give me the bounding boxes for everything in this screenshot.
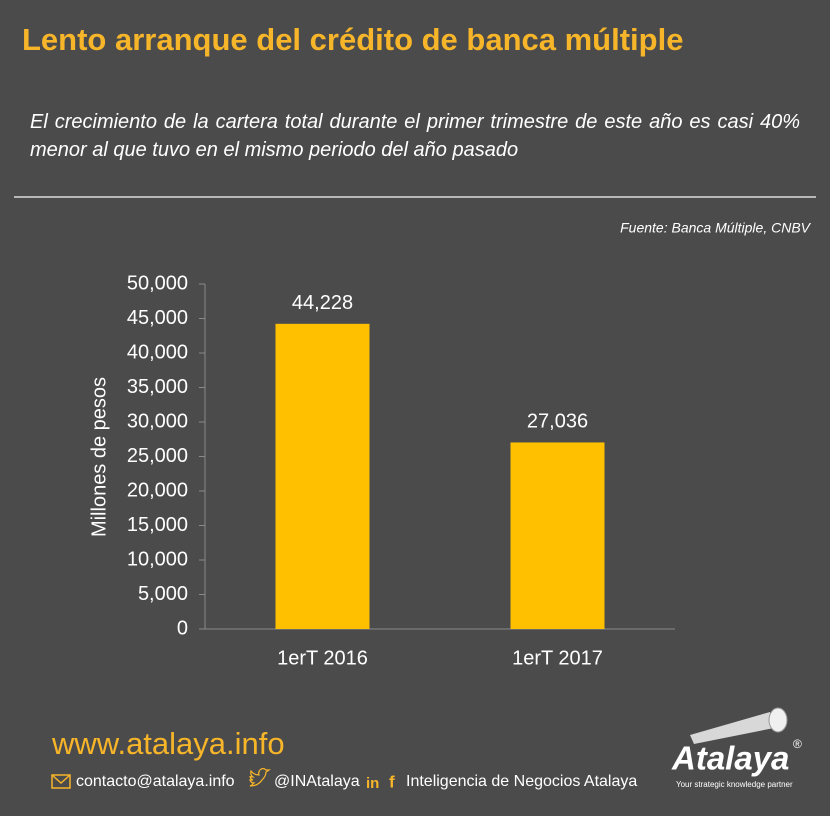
logo-name: Atalaya	[671, 740, 789, 777]
website: www.atalaya.info	[51, 726, 285, 761]
bar	[510, 442, 605, 629]
y-tick-label: 15,000	[127, 514, 188, 536]
y-tick-label: 40,000	[127, 341, 188, 363]
x-tick-label: 1erT 2016	[277, 647, 368, 669]
y-tick-label: 35,000	[127, 376, 188, 398]
logo-icon	[690, 707, 788, 744]
y-tick-label: 20,000	[127, 479, 188, 501]
linkedin-icon: in	[366, 775, 379, 792]
y-tick-label: 5,000	[138, 583, 188, 605]
email-icon	[51, 774, 71, 789]
bar	[275, 323, 370, 629]
data-label: 44,228	[292, 292, 353, 314]
x-tick-label: 1erT 2017	[512, 647, 603, 669]
logo-mark: ®	[793, 737, 802, 751]
facebook-icon: f	[389, 772, 395, 791]
company: Inteligencia de Negocios Atalaya	[406, 773, 637, 790]
chart-subtitle: El crecimiento de la cartera total duran…	[30, 111, 800, 161]
y-tick-label: 50,000	[127, 272, 188, 294]
twitter-icon	[249, 767, 271, 787]
twitter: @INAtalaya	[274, 773, 360, 790]
logo-tagline: Your strategic knowledge partner	[676, 780, 793, 789]
data-label: 27,036	[527, 411, 588, 433]
y-tick-label: 30,000	[127, 410, 188, 432]
source: Fuente: Banca Múltiple, CNBV	[620, 220, 812, 236]
y-tick-label: 0	[177, 617, 188, 639]
y-tick-label: 25,000	[127, 445, 188, 467]
y-tick-label: 10,000	[127, 548, 188, 570]
y-axis-label: Millones de pesos	[88, 377, 110, 537]
y-tick-label: 45,000	[127, 307, 188, 329]
chart-title: Lento arranque del crédito de banca múlt…	[22, 22, 684, 57]
email-icon	[51, 774, 71, 785]
email: contacto@atalaya.info	[76, 773, 235, 790]
